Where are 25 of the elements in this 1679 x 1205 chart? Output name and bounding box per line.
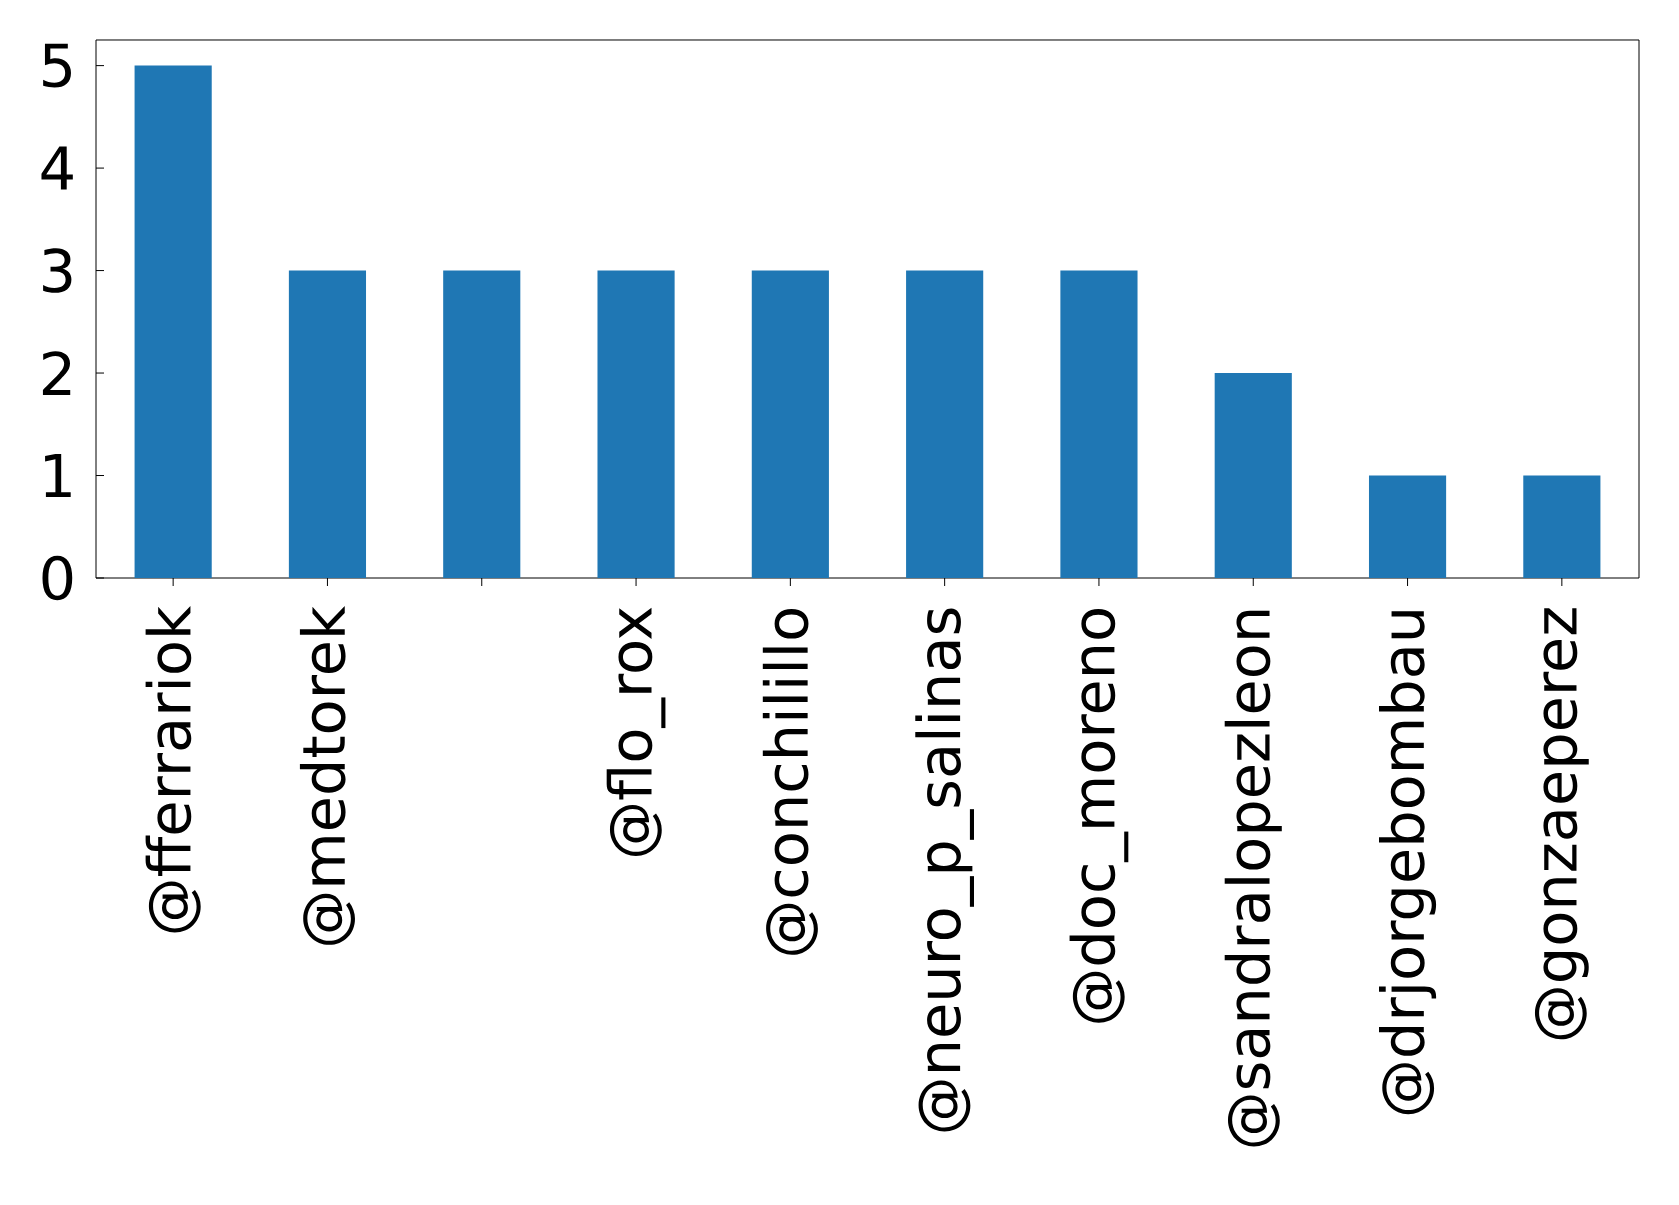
x-tick-label: @fferrariok bbox=[145, 606, 201, 933]
x-tick-label: @medtorek bbox=[299, 606, 355, 945]
bar bbox=[597, 270, 675, 578]
y-tick-label: 1 bbox=[45, 454, 71, 498]
x-tick-label: @drjorgebombau bbox=[1379, 611, 1437, 1115]
y-tick-label: 3 bbox=[43, 248, 72, 293]
x-tick-label: @sandralopezleon bbox=[1224, 610, 1282, 1147]
y-tick-label: 5 bbox=[43, 43, 71, 88]
bar bbox=[1214, 373, 1292, 578]
bar bbox=[1060, 270, 1138, 578]
x-tick-label: @doc_moreno bbox=[1069, 609, 1129, 1023]
bar bbox=[443, 270, 521, 578]
x-tick-label: @flo_rox bbox=[606, 607, 666, 856]
bar bbox=[1523, 475, 1601, 578]
bar bbox=[906, 270, 984, 578]
bar bbox=[134, 65, 212, 578]
bar bbox=[288, 270, 367, 578]
x-tick-label: @gonzaeperez bbox=[1534, 608, 1589, 1040]
x-tick-label: @neuro_p_salinas bbox=[915, 608, 975, 1132]
y-tick-label: 4 bbox=[41, 146, 73, 190]
bar bbox=[1368, 475, 1447, 578]
bar bbox=[751, 270, 829, 578]
y-tick-label: 0 bbox=[42, 555, 73, 601]
x-tick-label: @conchilillo bbox=[762, 608, 818, 955]
y-tick-label: 2 bbox=[42, 351, 71, 395]
